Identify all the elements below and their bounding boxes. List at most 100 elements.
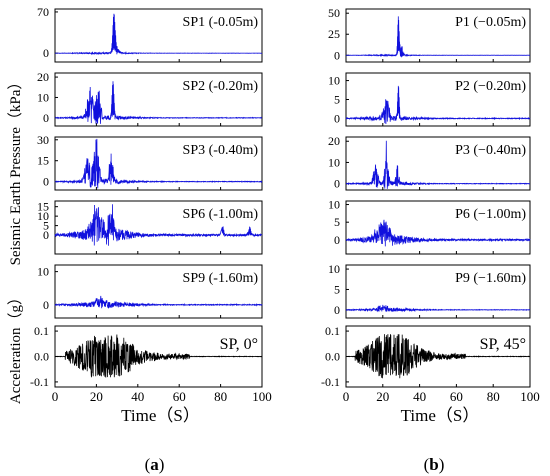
y-tick-label: 0 bbox=[334, 233, 340, 247]
subplot: -0.1 0.0 0.1 SP, 0° bbox=[30, 324, 263, 389]
x-tick-label: 100 bbox=[520, 389, 540, 404]
subplot-label: SP9 (-1.60m) bbox=[183, 271, 259, 286]
series-line bbox=[54, 295, 263, 309]
y-tick-label: 5 bbox=[334, 282, 340, 296]
x-axis-label: Time（S） bbox=[121, 406, 200, 425]
x-tick-label: 60 bbox=[450, 389, 463, 404]
y-tick-label: -0.1 bbox=[321, 375, 340, 389]
subplot: 0 10 20 P3 (−0.40m) bbox=[328, 134, 531, 191]
subplot-label: SP, 45° bbox=[480, 336, 526, 353]
y-tick-label: 10 bbox=[328, 155, 340, 169]
y-tick-label: 20 bbox=[37, 70, 49, 84]
y-tick-label: -0.1 bbox=[30, 375, 49, 389]
y-tick-label: 5 bbox=[334, 215, 340, 229]
y-tick-label: 15 bbox=[37, 154, 49, 168]
subplot-label: P6 (−1.00m) bbox=[455, 207, 526, 222]
series-line bbox=[346, 140, 530, 189]
y-tick-label: 0 bbox=[43, 46, 49, 60]
y-tick-label: 0 bbox=[43, 111, 49, 125]
series-line bbox=[345, 85, 531, 125]
series-line bbox=[54, 81, 263, 124]
x-axis-label: Time（S） bbox=[401, 406, 480, 425]
y-tick-label: 10 bbox=[37, 265, 49, 279]
y-tick-label: 10 bbox=[328, 74, 340, 88]
subplot: 0 5 10 P9 (−1.60m) bbox=[328, 262, 531, 319]
y-tick-label: 10 bbox=[37, 209, 49, 223]
y-tick-label: 5 bbox=[43, 219, 49, 233]
y-tick-label: 30 bbox=[37, 133, 49, 147]
subplot: 0 25 50 P1 (−0.05m) bbox=[328, 6, 531, 63]
subplot: 0 10 SP9 (-1.60m) bbox=[37, 264, 263, 319]
y-tick-label: 5 bbox=[334, 93, 340, 107]
y-tick-label: 0 bbox=[43, 228, 49, 242]
y-tick-label: 0 bbox=[334, 111, 340, 125]
series-line bbox=[346, 334, 531, 379]
subplot: 0 5 10 P2 (−0.20m) bbox=[328, 72, 531, 127]
panel-label: (b) bbox=[424, 455, 445, 474]
y-tick-label: 0 bbox=[334, 177, 340, 191]
panel-label-part: b bbox=[429, 455, 438, 474]
subplot: 0 70 SP1 (-0.05m) bbox=[37, 5, 263, 63]
x-tick-label: 40 bbox=[131, 389, 144, 404]
y-tick-label: 0 bbox=[43, 298, 49, 312]
y-tick-label: 20 bbox=[328, 134, 340, 148]
y-axis-label-upper: Seismic Earth Pressure（kPa） bbox=[7, 75, 24, 266]
series-line bbox=[54, 204, 263, 246]
panel-label-part: ) bbox=[159, 455, 165, 474]
subplot-label: P9 (−1.60m) bbox=[455, 271, 526, 286]
panel-label-part: a bbox=[150, 455, 159, 474]
subplot-frame bbox=[345, 200, 531, 255]
series-line bbox=[54, 334, 263, 378]
y-tick-label: 0.1 bbox=[34, 324, 49, 338]
series-line bbox=[346, 16, 530, 58]
x-tick-label: 100 bbox=[252, 389, 272, 404]
x-tick-label: 80 bbox=[487, 389, 500, 404]
subplot-frame bbox=[54, 200, 263, 255]
y-tick-label: 25 bbox=[328, 27, 340, 41]
x-tick-label: 80 bbox=[214, 389, 227, 404]
series-line bbox=[54, 13, 263, 56]
subplot: 0 15 30 SP3 (-0.40m) bbox=[37, 133, 263, 191]
panel-a: 0 70 SP1 (-0.05m) 0 10 20 SP2 (-0.20m) 0 15 30 SP3… bbox=[7, 5, 272, 474]
y-tick-label: 10 bbox=[328, 198, 340, 212]
x-tick-label: 40 bbox=[413, 389, 426, 404]
y-tick-label: 10 bbox=[328, 262, 340, 276]
subplot-label: SP2 (-0.20m) bbox=[183, 79, 259, 94]
subplot-label: P2 (−0.20m) bbox=[455, 79, 526, 94]
panel-label-part: ( bbox=[424, 455, 430, 474]
y-tick-label: 0.0 bbox=[325, 350, 340, 364]
y-tick-label: 0 bbox=[43, 175, 49, 189]
series-line bbox=[54, 138, 263, 189]
panel-label-part: ) bbox=[439, 455, 445, 474]
subplot-label: P3 (−0.40m) bbox=[455, 143, 526, 158]
y-tick-label: 70 bbox=[37, 5, 49, 19]
x-tick-label: 0 bbox=[52, 389, 59, 404]
y-tick-label: 10 bbox=[37, 90, 49, 104]
subplot-label: SP1 (-0.05m) bbox=[183, 15, 259, 30]
subplot: 0 5 10 P6 (−1.00m) bbox=[328, 198, 531, 255]
y-tick-label: 0 bbox=[334, 48, 340, 62]
subplot: -0.1 0.0 0.1 SP, 45° bbox=[321, 324, 531, 389]
y-tick-label: 50 bbox=[328, 6, 340, 20]
subplot-label: SP, 0° bbox=[220, 336, 258, 353]
subplot: 0 10 20 SP2 (-0.20m) bbox=[37, 70, 263, 127]
y-tick-label: 15 bbox=[37, 200, 49, 214]
x-tick-label: 20 bbox=[90, 389, 103, 404]
y-tick-label: 0 bbox=[334, 303, 340, 317]
panel-label: (a) bbox=[145, 455, 165, 474]
y-tick-label: 0.0 bbox=[34, 350, 49, 364]
subplot-label: SP6 (-1.00m) bbox=[183, 207, 259, 222]
y-tick-label: 0.1 bbox=[325, 324, 340, 338]
series-line bbox=[345, 304, 531, 313]
subplot-frame bbox=[54, 264, 263, 319]
x-tick-label: 0 bbox=[343, 389, 350, 404]
y-axis-label-lower: Acceleration（g） bbox=[7, 290, 24, 404]
x-tick-label: 60 bbox=[173, 389, 186, 404]
panel-label-part: ( bbox=[145, 455, 151, 474]
subplot-label: SP3 (-0.40m) bbox=[183, 143, 259, 158]
subplot-label: P1 (−0.05m) bbox=[455, 15, 526, 30]
series-line bbox=[345, 219, 531, 247]
